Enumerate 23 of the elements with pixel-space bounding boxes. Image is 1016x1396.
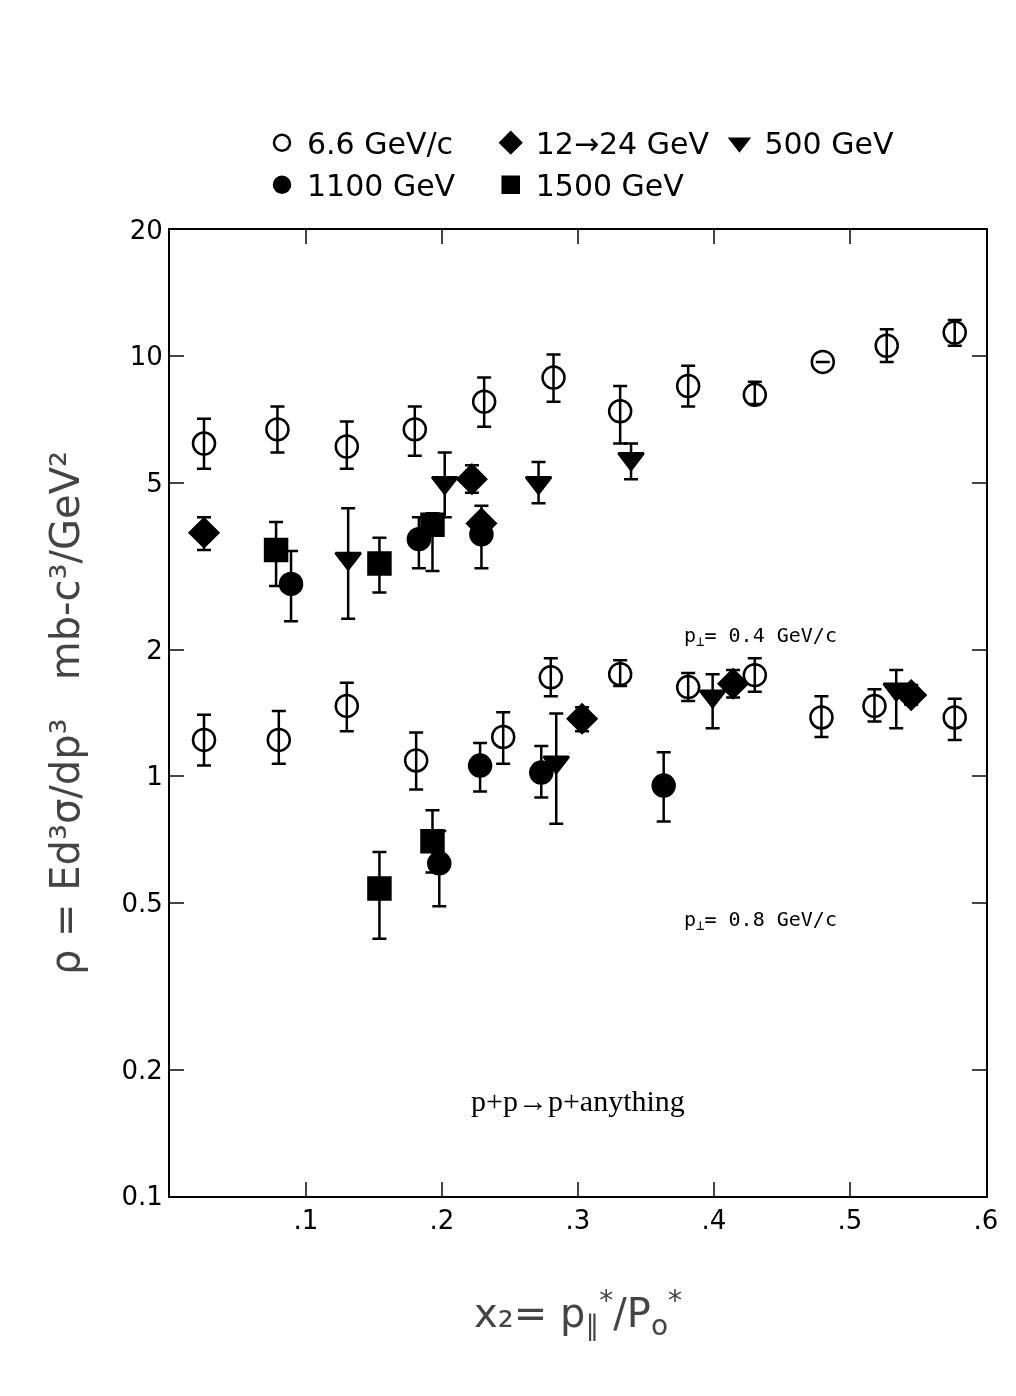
x-tick-label: .4: [701, 1205, 727, 1236]
y-axis-title: ρ = Ed³σ/dp³ mb-c³/GeV²: [42, 450, 88, 976]
x-tick-label: .6: [973, 1205, 999, 1236]
annotation: p+p→p+anything: [471, 1084, 685, 1117]
x-tick-label: .3: [565, 1205, 591, 1236]
y-tick-label: 2: [146, 634, 163, 665]
legend-label: 1100 GeV: [307, 168, 456, 204]
x-tick-label: .2: [429, 1205, 455, 1236]
legend-label: 1500 GeV: [535, 168, 685, 204]
y-tick-label: 1: [146, 761, 163, 792]
legend-label: 12→24 GeV: [535, 126, 710, 162]
y-tick-label: 0.2: [121, 1054, 163, 1085]
y-tick-label: 5: [146, 467, 163, 498]
annotation: p$_{⊥}$= 0.4 GeV/c: [684, 623, 837, 650]
x-tick-label: .5: [837, 1205, 863, 1236]
y-tick-label: 0.1: [121, 1181, 163, 1212]
x-tick-label: .1: [293, 1205, 319, 1236]
y-tick-label: 10: [129, 341, 163, 372]
y-tick-label: 0.5: [121, 887, 163, 918]
legend-label: 6.6 GeV/c: [307, 126, 454, 162]
y-tick-label: 20: [129, 215, 163, 246]
legend-label: 500 GeV: [764, 126, 894, 162]
annotation: p$_{⊥}$= 0.8 GeV/c: [684, 907, 837, 934]
